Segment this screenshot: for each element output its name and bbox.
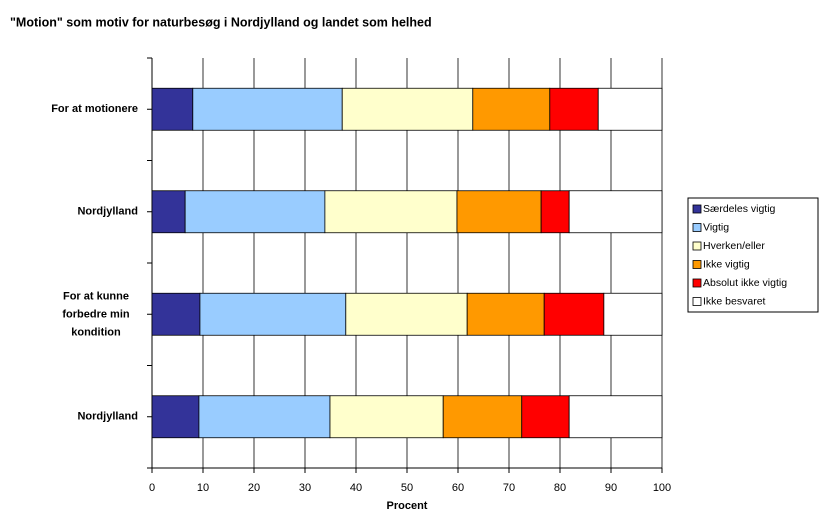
bar-segment	[543, 292, 605, 336]
bar-segment	[151, 395, 200, 439]
bar-segment	[151, 190, 186, 234]
bar-segment	[597, 87, 663, 131]
legend-swatch	[692, 241, 702, 251]
legend-label: Hverken/eller	[703, 240, 765, 252]
bar-segment	[466, 292, 545, 336]
legend-label: Absolut ikke vigtig	[703, 277, 787, 289]
bar-segment	[192, 87, 343, 131]
x-tick-label: 10	[197, 482, 209, 494]
y-tick-label: Nordjylland	[77, 411, 138, 423]
legend-label: Ikke vigtig	[703, 258, 750, 270]
bar-segment	[341, 87, 474, 131]
x-tick-label: 50	[401, 482, 413, 494]
y-tick-label: Nordjylland	[77, 206, 138, 218]
x-axis-label: Procent	[387, 500, 428, 512]
bar-segment	[456, 190, 542, 234]
legend-label: Ikke besvaret	[703, 295, 766, 307]
bar-segment	[472, 87, 551, 131]
legend-box	[687, 197, 819, 313]
bar-segment	[521, 395, 570, 439]
bar-segment	[151, 87, 194, 131]
legend-swatch	[692, 260, 702, 269]
x-tick-label: 30	[299, 482, 311, 494]
bar-segment	[345, 292, 468, 336]
bar-segment	[568, 395, 663, 439]
bar-segment	[324, 190, 458, 234]
bar-segment	[549, 87, 599, 131]
x-tick-label: 0	[149, 482, 155, 494]
legend-swatch	[692, 223, 702, 232]
bar-segment	[198, 395, 331, 439]
x-tick-label: 100	[653, 482, 671, 494]
legend-swatch	[692, 278, 702, 288]
x-tick-label: 40	[350, 482, 362, 494]
legend-label: Vigtig	[703, 221, 729, 233]
bar-segment	[199, 292, 347, 336]
bar-segment	[151, 292, 201, 336]
x-tick-label: 60	[452, 482, 464, 494]
x-tick-label: 90	[605, 482, 617, 494]
x-tick-label: 80	[554, 482, 566, 494]
x-tick-label: 20	[248, 482, 260, 494]
bar-segment	[329, 395, 444, 439]
chart-title: "Motion" som motiv for naturbesøg i Nord…	[10, 15, 432, 29]
bar-segment	[603, 292, 663, 336]
x-tick-label: 70	[503, 482, 515, 494]
legend-label: Særdeles vigtig	[703, 203, 776, 215]
bar-segment	[442, 395, 523, 439]
legend-swatch	[692, 297, 702, 306]
bar-segment	[540, 190, 570, 234]
legend-swatch	[692, 204, 702, 214]
bar-segment	[184, 190, 326, 234]
y-tick-label: For at kunne forbedre min kondition	[62, 290, 130, 338]
y-tick-label: For at motionere	[51, 103, 138, 115]
bar-segment	[568, 190, 663, 234]
